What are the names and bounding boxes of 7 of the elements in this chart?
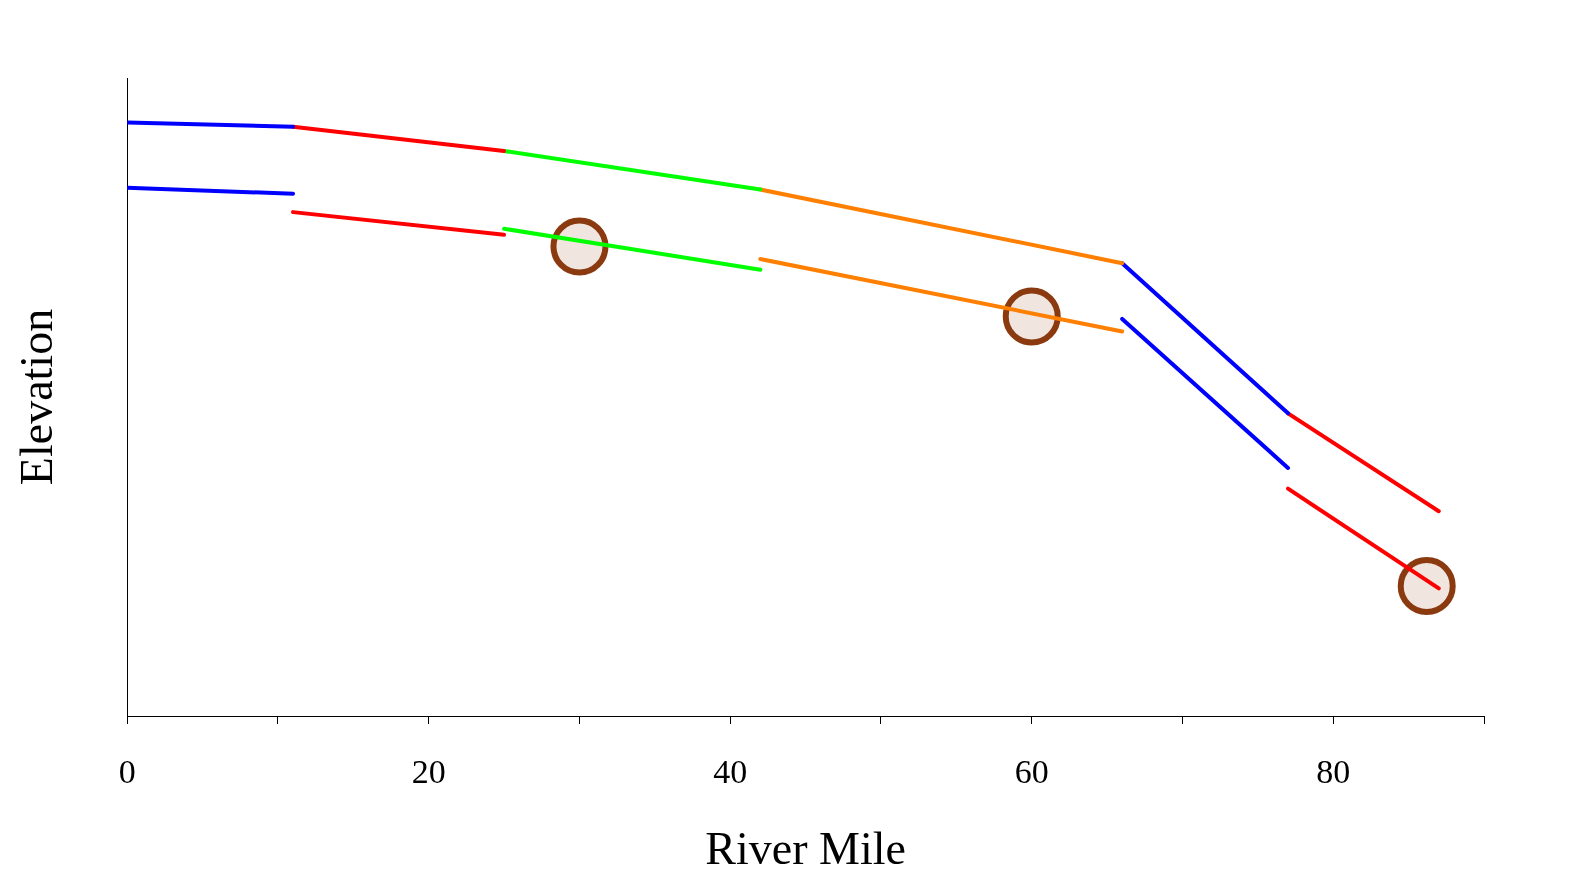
y-axis-title: Elevation [10, 308, 62, 486]
x-tick-label: 0 [118, 753, 136, 791]
x-axis-title: River Mile [705, 823, 906, 875]
x-tick-label: 60 [1014, 753, 1049, 791]
x-tick-label: 20 [411, 753, 446, 791]
x-tick-label: 80 [1316, 753, 1351, 791]
x-tick-label: 40 [713, 753, 748, 791]
